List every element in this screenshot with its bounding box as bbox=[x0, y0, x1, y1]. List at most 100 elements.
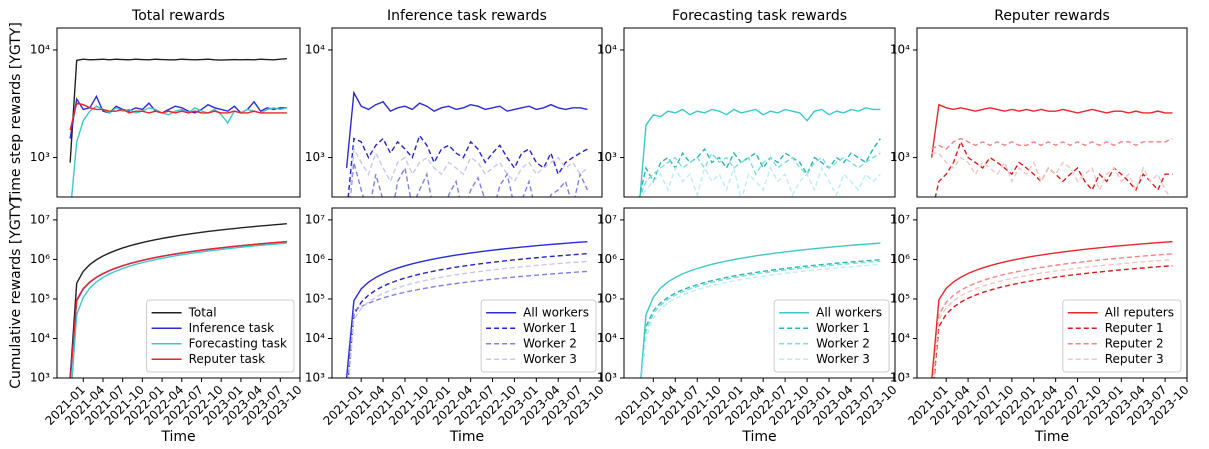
plot-area bbox=[69, 223, 287, 378]
axes-frame bbox=[623, 27, 896, 198]
axes-frame bbox=[331, 207, 603, 379]
series-line bbox=[931, 152, 1171, 197]
legend-label: Worker 3 bbox=[816, 352, 870, 366]
plot-area bbox=[69, 57, 288, 197]
plot-area bbox=[931, 240, 1173, 378]
y-tick-label: 10³ bbox=[305, 371, 325, 385]
legend-label: Inference task bbox=[189, 321, 275, 335]
legend-label: All workers bbox=[816, 305, 882, 319]
y-tick-label: 10³ bbox=[597, 150, 617, 164]
y-tick-label: 10³ bbox=[305, 150, 325, 164]
y-tick-label: 10⁷ bbox=[30, 212, 50, 226]
series-line bbox=[347, 252, 588, 378]
series-line bbox=[639, 151, 881, 197]
legend-label: Worker 1 bbox=[816, 321, 870, 335]
axes-frame bbox=[56, 207, 301, 379]
series-line bbox=[349, 162, 589, 197]
y-axis-label: Cumulative rewards [YGTY] bbox=[8, 197, 24, 389]
plot-area bbox=[345, 90, 589, 197]
x-axis-label: Time bbox=[160, 429, 195, 445]
y-tick-label: 10⁴ bbox=[597, 42, 617, 56]
plot-area bbox=[640, 242, 881, 378]
y-tick-label: 10⁷ bbox=[890, 212, 910, 226]
legend-label: Total bbox=[188, 305, 217, 319]
panel: 10³ 10⁴ Forecasting task rewards bbox=[597, 8, 896, 198]
panel: 10³10⁴10⁵10⁶10⁷2021-012021-042021-072021… bbox=[597, 207, 900, 445]
y-tick-label: 10⁴ bbox=[890, 331, 910, 345]
legend-label: Reputer 2 bbox=[1105, 336, 1164, 350]
axes-frame bbox=[623, 207, 896, 379]
series-line bbox=[640, 259, 881, 378]
series-line bbox=[348, 270, 588, 378]
y-tick-label: 10³ bbox=[30, 371, 50, 385]
legend-label: Worker 3 bbox=[523, 352, 577, 366]
legend-label: Reputer 3 bbox=[1105, 352, 1164, 366]
series-line bbox=[349, 146, 588, 197]
series-line bbox=[931, 137, 1173, 150]
y-tick-label: 10⁶ bbox=[597, 252, 617, 266]
axes-frame bbox=[916, 207, 1188, 379]
y-tick-label: 10⁶ bbox=[305, 252, 325, 266]
y-tick-label: 10⁴ bbox=[597, 331, 617, 345]
y-tick-label: 10⁴ bbox=[305, 42, 325, 56]
series-line bbox=[69, 223, 287, 378]
legend-label: Worker 2 bbox=[523, 336, 577, 350]
legend-label: Reputer 1 bbox=[1105, 321, 1164, 335]
series-line bbox=[69, 94, 287, 139]
series-line bbox=[69, 57, 287, 163]
series-line bbox=[931, 240, 1173, 378]
series-line bbox=[934, 139, 1173, 197]
y-tick-label: 10⁵ bbox=[30, 291, 50, 305]
y-tick-label: 10³ bbox=[890, 150, 910, 164]
panel: 10³ 10⁴ Total rewards Time step rewards [YG… bbox=[8, 8, 301, 204]
y-tick-label: 10³ bbox=[30, 150, 50, 164]
series-line bbox=[69, 240, 287, 378]
panel: 10³10⁴10⁵10⁶10⁷2021-012021-042021-072021… bbox=[305, 207, 607, 445]
series-line bbox=[640, 260, 881, 378]
legend-box bbox=[773, 299, 890, 373]
x-axis-label: Time bbox=[449, 429, 484, 445]
legend-label: Reputer task bbox=[189, 352, 266, 366]
x-axis-label: Time bbox=[741, 429, 776, 445]
y-tick-label: 10⁴ bbox=[890, 42, 910, 56]
axes-frame bbox=[916, 27, 1188, 198]
legend-label: Forecasting task bbox=[189, 336, 287, 350]
panel: 10³10⁴10⁵10⁶10⁷2021-012021-042021-072021… bbox=[890, 207, 1192, 445]
series-line bbox=[930, 103, 1173, 158]
axes-frame bbox=[331, 27, 603, 198]
y-tick-label: 10⁵ bbox=[890, 291, 910, 305]
legend-box bbox=[480, 299, 597, 373]
series-line bbox=[932, 258, 1173, 378]
y-tick-label: 10⁴ bbox=[30, 42, 50, 56]
series-line bbox=[347, 134, 588, 197]
series-line bbox=[639, 107, 881, 197]
series-line bbox=[640, 165, 881, 197]
legend-label: All workers bbox=[523, 305, 589, 319]
chart-title: Reputer rewards bbox=[994, 8, 1110, 24]
series-line bbox=[345, 240, 588, 378]
y-tick-label: 10³ bbox=[890, 371, 910, 385]
chart-title: Total rewards bbox=[131, 8, 225, 24]
legend-box bbox=[146, 299, 295, 373]
series-line bbox=[640, 242, 881, 378]
series-line bbox=[345, 90, 588, 169]
panel: 10³ 10⁴ Inference task rewards bbox=[305, 8, 603, 198]
y-axis-label: Time step rewards [YGTY] bbox=[8, 22, 24, 204]
series-line bbox=[71, 242, 287, 378]
chart-title: Inference task rewards bbox=[387, 8, 547, 24]
y-tick-label: 10⁴ bbox=[30, 331, 50, 345]
series-line bbox=[70, 105, 288, 197]
legend-box bbox=[1062, 299, 1182, 373]
y-tick-label: 10⁴ bbox=[305, 331, 325, 345]
panel: 10³ 10⁴ Reputer rewards bbox=[890, 8, 1188, 198]
plot-area bbox=[345, 240, 588, 378]
y-tick-label: 10³ bbox=[597, 371, 617, 385]
series-line bbox=[348, 260, 588, 378]
y-tick-label: 10⁷ bbox=[597, 212, 617, 226]
chart-title: Forecasting task rewards bbox=[672, 8, 847, 24]
legend-label: Worker 1 bbox=[523, 321, 577, 335]
